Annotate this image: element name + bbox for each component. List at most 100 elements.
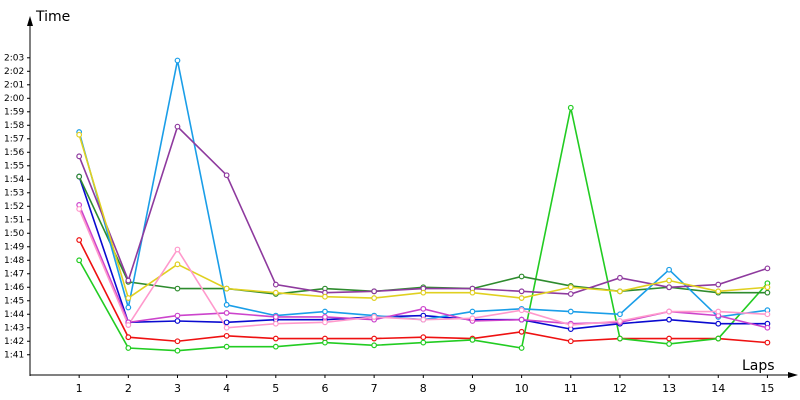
point-marker bbox=[223, 324, 230, 331]
point-marker bbox=[567, 308, 574, 315]
point-marker bbox=[174, 285, 181, 292]
point-marker bbox=[322, 319, 328, 326]
x-tick-label: 9 bbox=[469, 382, 476, 395]
y-axis-arrow bbox=[27, 16, 33, 26]
x-tick-label: 6 bbox=[321, 382, 328, 395]
y-tick-label: 2:02 bbox=[4, 67, 24, 77]
point-marker bbox=[76, 237, 83, 243]
point-marker bbox=[764, 324, 771, 331]
x-tick-label: 5 bbox=[272, 382, 279, 395]
point-marker bbox=[125, 277, 132, 284]
point-marker bbox=[125, 304, 132, 311]
x-axis-label: Laps bbox=[742, 358, 775, 374]
y-tick-label: 1:46 bbox=[4, 283, 24, 293]
point-marker bbox=[715, 320, 722, 327]
point-marker bbox=[125, 295, 132, 301]
x-tick-label: 13 bbox=[662, 382, 676, 395]
point-marker bbox=[223, 332, 230, 339]
point-marker bbox=[617, 335, 623, 342]
point-marker bbox=[125, 334, 132, 341]
y-tick-label: 1:47 bbox=[4, 269, 24, 279]
point-marker bbox=[567, 284, 574, 291]
point-marker bbox=[764, 284, 771, 291]
point-marker bbox=[567, 104, 574, 111]
point-marker bbox=[518, 307, 525, 314]
point-marker bbox=[567, 322, 574, 328]
y-tick-label: 1:54 bbox=[4, 175, 24, 185]
point-marker bbox=[715, 308, 722, 315]
point-marker bbox=[371, 314, 378, 320]
point-marker bbox=[322, 308, 328, 315]
y-tick-label: 2:01 bbox=[4, 80, 24, 90]
point-marker bbox=[223, 310, 230, 316]
point-marker bbox=[420, 289, 427, 296]
y-tick-label: 1:41 bbox=[4, 350, 24, 360]
point-marker bbox=[666, 308, 672, 315]
point-marker bbox=[567, 291, 574, 297]
point-marker bbox=[764, 265, 771, 272]
x-tick-label: 4 bbox=[223, 382, 230, 395]
point-marker bbox=[666, 284, 672, 291]
point-marker bbox=[272, 343, 279, 350]
point-marker bbox=[518, 295, 525, 301]
y-tick-label: 1:45 bbox=[4, 296, 24, 306]
y-tick-label: 1:59 bbox=[4, 107, 24, 117]
y-tick-label: 2:03 bbox=[4, 53, 24, 63]
y-tick-label: 1:53 bbox=[4, 188, 24, 198]
point-marker bbox=[715, 281, 722, 288]
point-marker bbox=[223, 319, 230, 326]
point-marker bbox=[174, 261, 181, 268]
point-marker bbox=[322, 293, 328, 300]
point-marker bbox=[469, 308, 476, 315]
point-marker bbox=[76, 131, 83, 138]
point-marker bbox=[223, 172, 230, 179]
point-marker bbox=[764, 339, 771, 346]
point-marker bbox=[764, 289, 771, 296]
point-marker bbox=[666, 341, 672, 347]
x-tick-label: 14 bbox=[711, 382, 725, 395]
x-tick-label: 3 bbox=[174, 382, 181, 395]
point-marker bbox=[666, 277, 672, 284]
y-tick-label: 1:49 bbox=[4, 242, 24, 252]
point-marker bbox=[76, 257, 83, 264]
point-marker bbox=[174, 338, 181, 345]
point-marker bbox=[272, 281, 279, 288]
y-tick-label: 1:43 bbox=[4, 323, 24, 333]
y-tick-label: 1:57 bbox=[4, 134, 24, 144]
point-marker bbox=[272, 320, 279, 327]
y-tick-label: 1:56 bbox=[4, 148, 24, 158]
point-marker bbox=[223, 285, 230, 292]
y-tick-label: 1:55 bbox=[4, 161, 24, 171]
point-marker bbox=[617, 274, 623, 281]
y-tick-label: 1:50 bbox=[4, 229, 24, 239]
point-marker bbox=[371, 335, 378, 342]
point-marker bbox=[174, 123, 181, 130]
x-tick-label: 1 bbox=[76, 382, 83, 395]
point-marker bbox=[518, 288, 525, 295]
point-marker bbox=[420, 305, 427, 312]
point-marker bbox=[469, 289, 476, 296]
y-tick-label: 2:00 bbox=[4, 94, 24, 104]
point-marker bbox=[125, 345, 132, 351]
point-marker bbox=[272, 335, 279, 342]
point-marker bbox=[174, 312, 181, 319]
point-marker bbox=[617, 318, 623, 324]
point-marker bbox=[272, 314, 279, 320]
x-axis-arrow bbox=[788, 372, 798, 378]
point-marker bbox=[223, 301, 230, 308]
x-tick-label: 8 bbox=[420, 382, 427, 395]
point-marker bbox=[371, 295, 378, 301]
point-marker bbox=[666, 266, 672, 273]
point-marker bbox=[76, 153, 83, 160]
point-marker bbox=[715, 288, 722, 295]
y-axis-label: Time bbox=[35, 9, 70, 25]
x-tick-label: 12 bbox=[613, 382, 627, 395]
point-marker bbox=[125, 322, 132, 328]
point-marker bbox=[518, 316, 525, 323]
point-marker bbox=[469, 315, 476, 322]
y-tick-label: 1:44 bbox=[4, 310, 24, 320]
point-marker bbox=[617, 288, 623, 295]
point-marker bbox=[76, 173, 83, 180]
point-marker bbox=[518, 328, 525, 335]
